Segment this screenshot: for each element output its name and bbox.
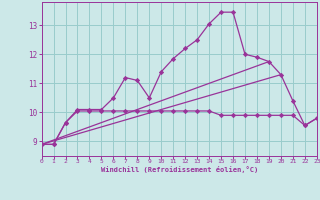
X-axis label: Windchill (Refroidissement éolien,°C): Windchill (Refroidissement éolien,°C) <box>100 166 258 173</box>
